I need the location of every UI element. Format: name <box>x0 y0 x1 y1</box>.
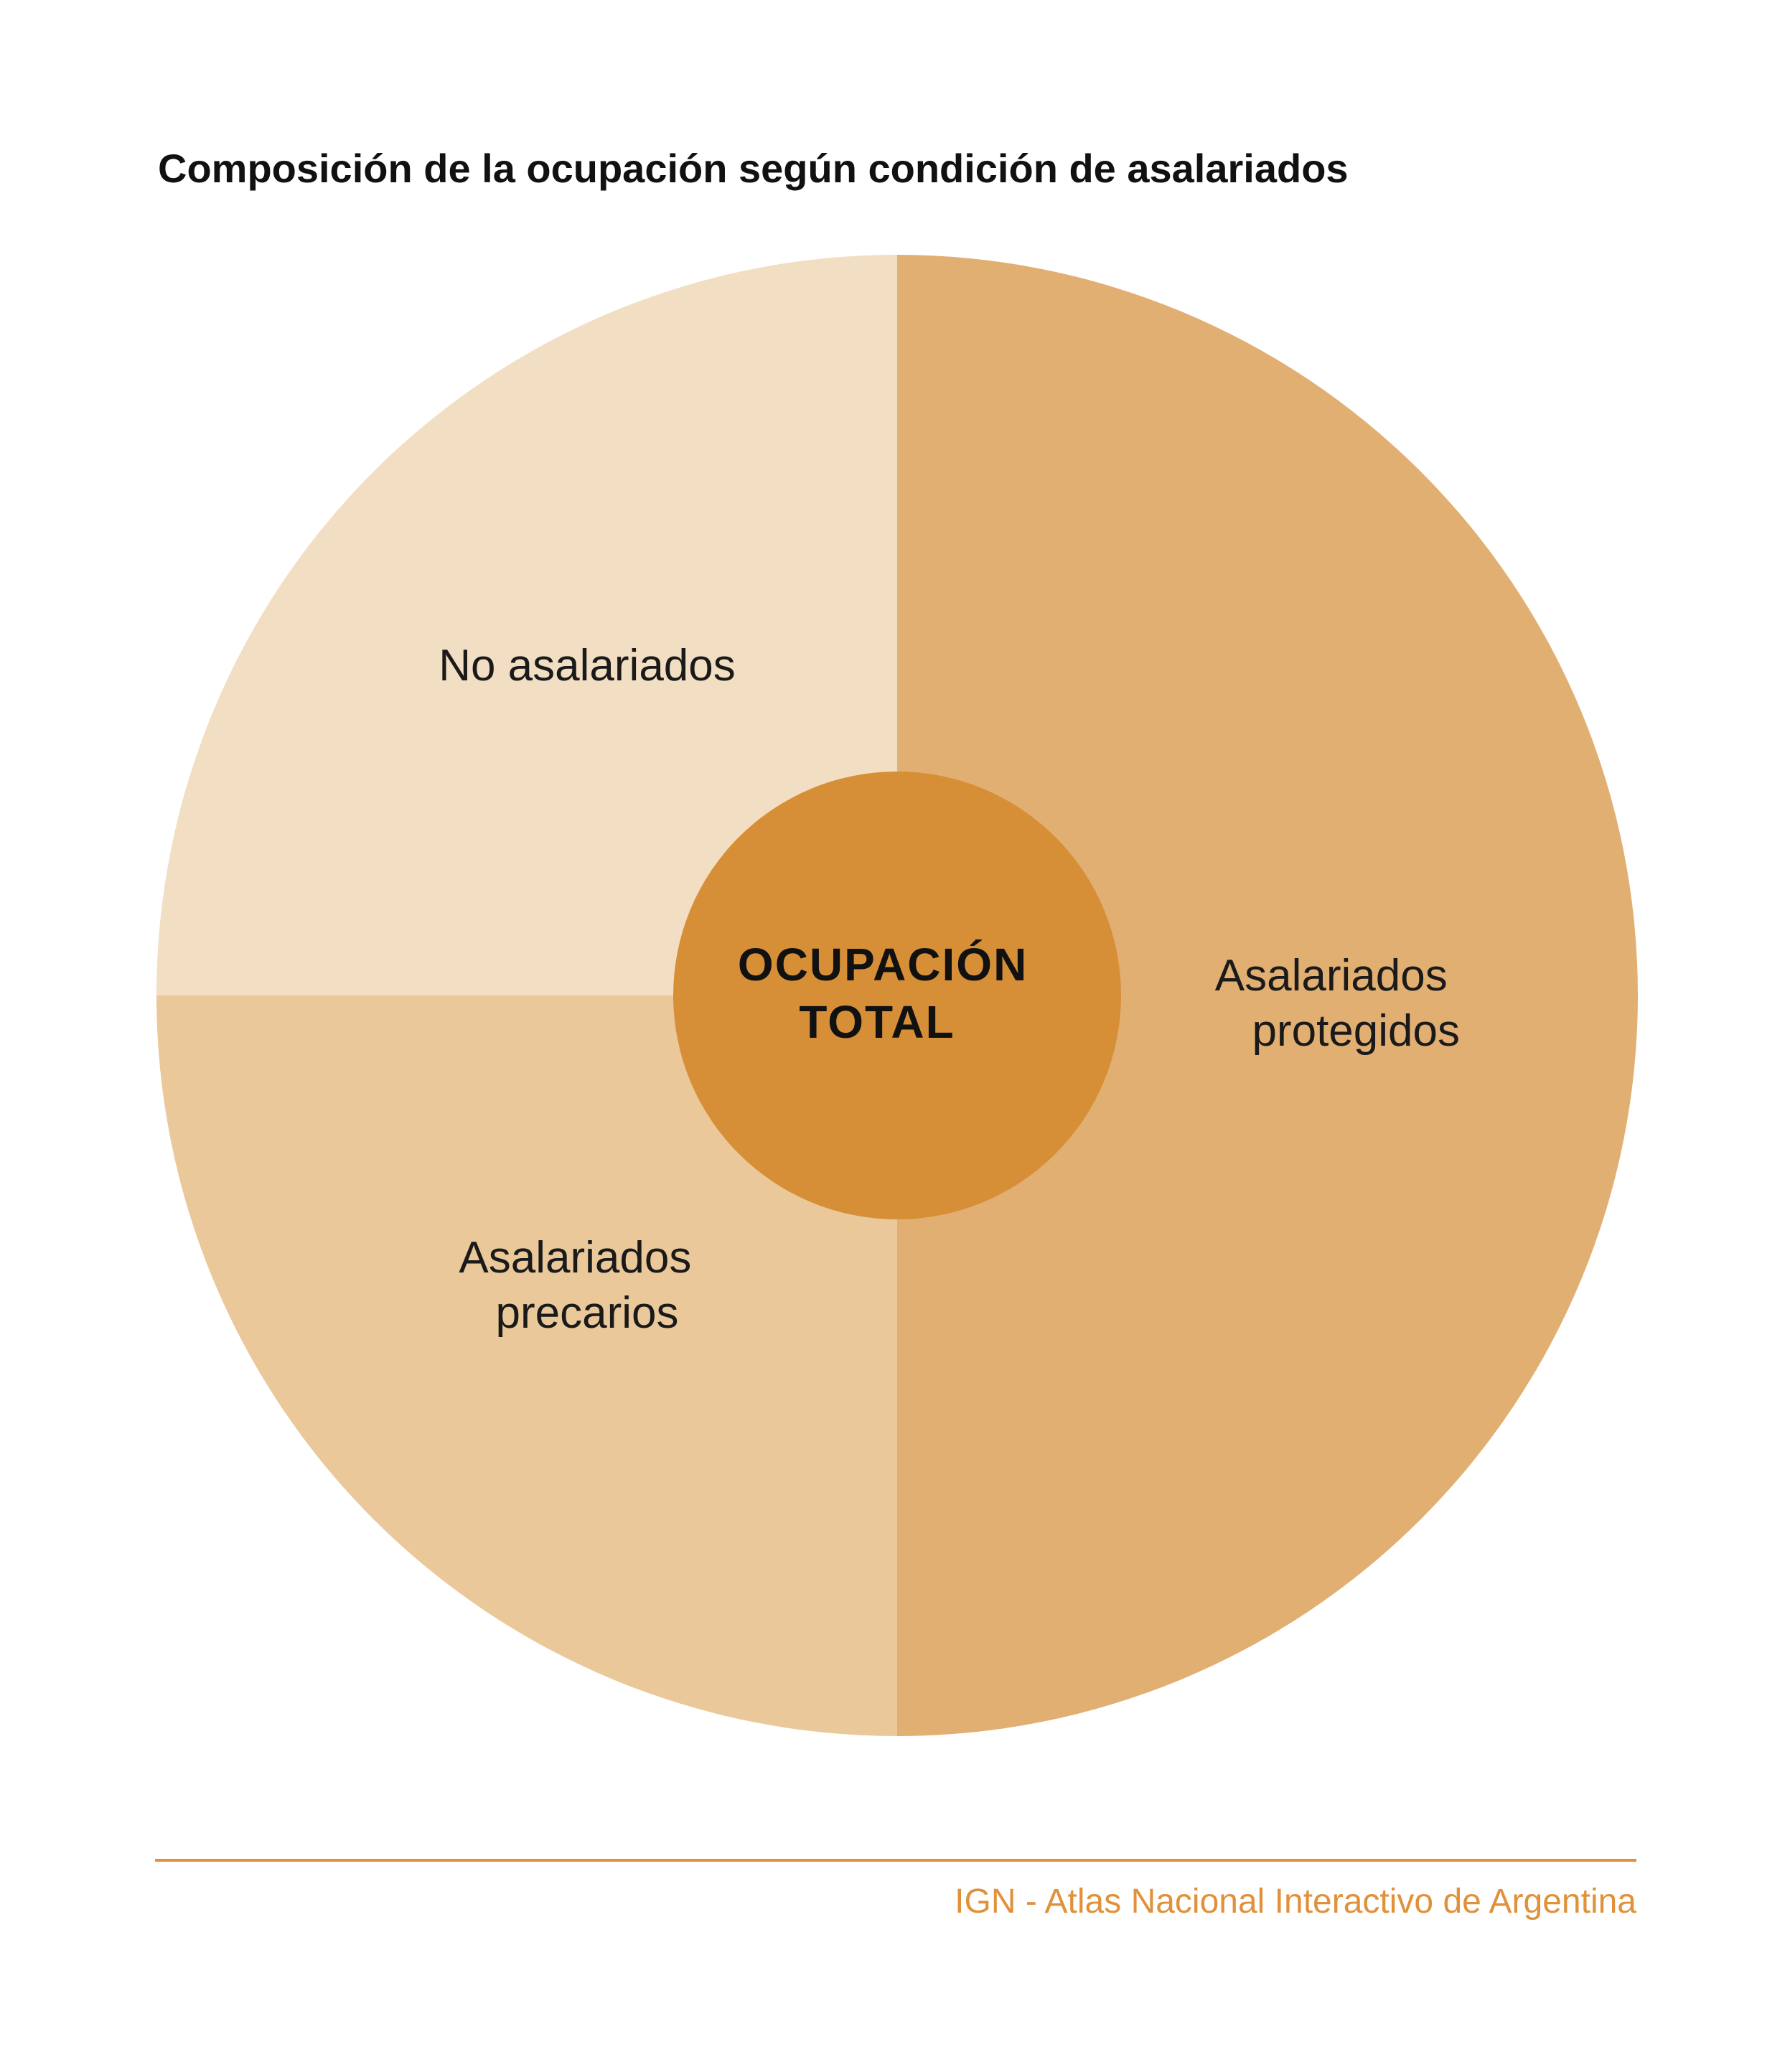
center-label-line2: TOTAL <box>799 996 955 1048</box>
footer-divider <box>155 1859 1636 1862</box>
label-asalariados-protegidos-line2: protegidos <box>1252 1006 1460 1056</box>
label-asalariados-protegidos: Asalariados protegidos <box>1215 951 1460 1056</box>
label-no-asalariados-line1: No asalariados <box>439 641 736 690</box>
segment-asalariados-protegidos <box>897 255 1638 1736</box>
segment-asalariados-precarios <box>156 995 897 1736</box>
center-circle <box>673 772 1121 1219</box>
segment-no-asalariados <box>156 255 897 995</box>
center-label-line1: OCUPACIÓN <box>738 939 1028 990</box>
chart-title: Composición de la ocupación según condic… <box>158 146 1349 191</box>
center-label: OCUPACIÓN TOTAL <box>738 939 1042 1048</box>
label-asalariados-precarios-line1: Asalariados <box>459 1233 691 1283</box>
label-asalariados-precarios-line2: precarios <box>496 1288 679 1338</box>
label-asalariados-precarios: Asalariados precarios <box>459 1233 703 1338</box>
label-asalariados-protegidos-line1: Asalariados <box>1215 951 1448 1000</box>
label-no-asalariados: No asalariados <box>439 641 736 690</box>
source-credit: IGN - Atlas Nacional Interactivo de Arge… <box>955 1883 1636 1921</box>
